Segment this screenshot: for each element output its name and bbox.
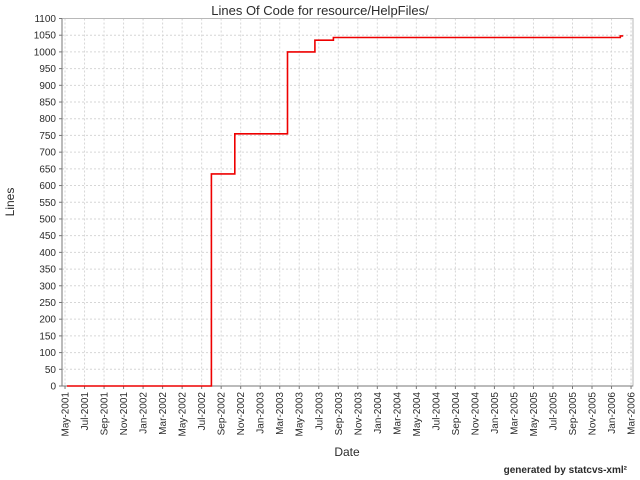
y-tick-label: 300 [39, 281, 56, 292]
x-tick-label: Jan-2002 [139, 392, 150, 434]
loc-series-line [67, 35, 624, 387]
y-tick-label: 0 [50, 382, 56, 393]
x-tick-label: May-2002 [178, 392, 189, 437]
x-tick-label: Jan-2005 [490, 392, 501, 434]
x-tick-label: Mar-2004 [392, 392, 403, 435]
y-tick-label: 150 [39, 331, 56, 342]
x-tick-label: Sep-2004 [451, 392, 462, 436]
x-tick-label: Jul-2004 [431, 392, 442, 431]
x-tick-label: May-2005 [529, 392, 540, 437]
x-tick-label: Nov-2005 [588, 392, 599, 436]
x-tick-label: Mar-2006 [627, 392, 638, 435]
y-tick-label: 750 [39, 131, 56, 142]
y-tick-label: 500 [39, 214, 56, 225]
y-tick-label: 550 [39, 198, 56, 209]
x-tick-label: May-2004 [412, 392, 423, 437]
y-tick-label: 400 [39, 248, 56, 259]
x-tick-label: Nov-2003 [353, 392, 364, 436]
x-tick-label: Jul-2003 [314, 392, 325, 431]
y-tick-label: 1100 [34, 14, 56, 25]
y-tick-label: 1000 [34, 47, 57, 58]
x-tick-label: Mar-2002 [158, 392, 169, 435]
y-tick-label: 800 [39, 114, 56, 125]
x-tick-label: Sep-2003 [334, 392, 345, 436]
x-tick-label: Sep-2005 [568, 392, 579, 436]
y-tick-label: 900 [39, 81, 56, 92]
y-tick-label: 250 [39, 298, 56, 309]
y-tick-label: 600 [39, 181, 56, 192]
y-tick-label: 50 [45, 365, 57, 376]
y-tick-label: 100 [39, 348, 56, 359]
x-tick-label: Jul-2001 [80, 392, 91, 431]
y-tick-label: 650 [39, 164, 56, 175]
x-tick-label: Sep-2002 [217, 392, 228, 436]
x-tick-label: Sep-2001 [100, 392, 111, 436]
footer-credit: generated by statcvs-xml² [504, 465, 628, 476]
x-tick-label: Jan-2003 [256, 392, 267, 434]
x-tick-label: Nov-2002 [236, 392, 247, 436]
chart-plot-area: 0 50 100 150 200 250 300 350 400 450 500 550 600 650 7… [34, 14, 638, 436]
x-tick-label: Mar-2005 [509, 392, 520, 435]
y-tick-label: 450 [39, 231, 56, 242]
x-tick-label: May-2001 [61, 392, 72, 437]
x-tick-label: Nov-2004 [470, 392, 481, 436]
chart-title: Lines Of Code for resource/HelpFiles/ [211, 3, 429, 18]
x-tick-label: Jan-2004 [373, 392, 384, 434]
x-tick-label: Jan-2006 [607, 392, 618, 434]
x-tick-label: Jul-2002 [197, 392, 208, 431]
x-tick-label: Jul-2005 [548, 392, 559, 431]
x-tick-label: Mar-2003 [275, 392, 286, 435]
x-tick-label: Nov-2001 [119, 392, 130, 436]
y-tick-label: 700 [39, 148, 56, 159]
x-tick-label: May-2003 [295, 392, 306, 437]
y-tick-label: 850 [39, 98, 56, 109]
y-axis-title: Lines [3, 188, 17, 217]
y-tick-label: 1050 [34, 31, 57, 42]
y-tick-label: 200 [39, 315, 56, 326]
x-axis-title: Date [334, 445, 360, 459]
y-tick-label: 350 [39, 265, 56, 276]
y-tick-label: 950 [39, 64, 56, 75]
